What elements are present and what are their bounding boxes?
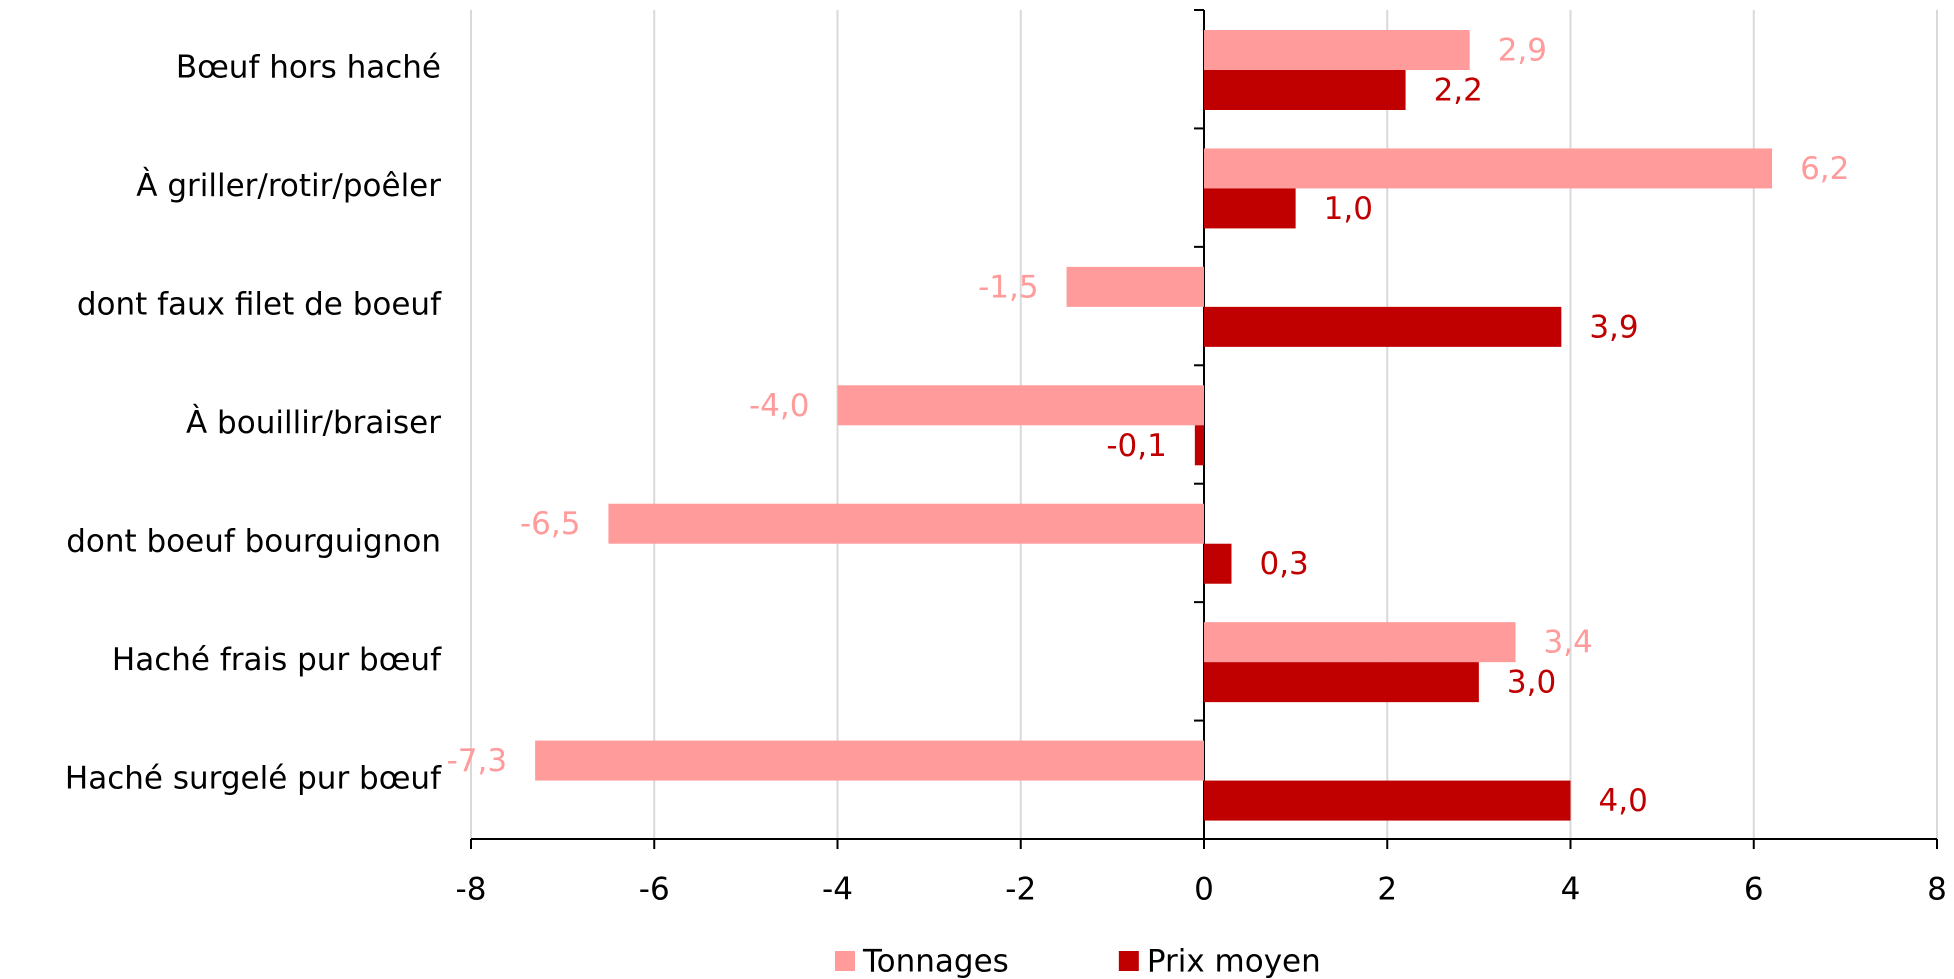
value-label: 3,9 — [1589, 309, 1638, 345]
legend-swatch — [835, 951, 855, 971]
x-tick-label: -4 — [822, 872, 853, 908]
value-label: -6,5 — [520, 506, 581, 542]
y-tick-label: Haché surgelé pur bœuf — [65, 760, 442, 796]
x-tick-label: 0 — [1194, 872, 1214, 908]
x-tick-label: -2 — [1005, 872, 1036, 908]
x-tick-label: -6 — [639, 872, 670, 908]
value-label: 1,0 — [1324, 191, 1373, 227]
y-tick-label: Haché frais pur bœuf — [112, 642, 442, 678]
bar — [1204, 188, 1296, 229]
bar — [1066, 266, 1204, 307]
legend-label: Tonnages — [862, 944, 1009, 979]
x-tick-label: -8 — [456, 872, 487, 908]
bar — [1204, 543, 1232, 584]
value-label: 4,0 — [1599, 783, 1648, 819]
value-label: 6,2 — [1800, 151, 1849, 187]
bar — [1204, 70, 1406, 110]
bar — [1204, 780, 1571, 821]
legend-label: Prix moyen — [1147, 944, 1321, 979]
bar — [1204, 148, 1773, 189]
value-label: -4,0 — [749, 388, 810, 424]
bar — [608, 503, 1204, 544]
y-tick-label: dont boeuf bourguignon — [66, 523, 441, 559]
value-label: -7,3 — [447, 743, 508, 779]
bar — [1204, 662, 1479, 703]
x-tick-label: 2 — [1377, 872, 1397, 908]
value-label: 3,0 — [1507, 665, 1556, 701]
y-tick-label: À bouillir/braiser — [186, 405, 441, 441]
y-tick-label: dont faux filet de boeuf — [77, 287, 442, 323]
bar — [837, 385, 1204, 426]
value-label: -0,1 — [1106, 428, 1167, 464]
value-label: 0,3 — [1259, 546, 1308, 582]
x-tick-label: 8 — [1927, 872, 1947, 908]
x-tick-label: 4 — [1561, 872, 1581, 908]
y-tick-label: À griller/rotir/poêler — [136, 168, 441, 204]
x-tick-label: 6 — [1744, 872, 1764, 908]
bar — [1204, 622, 1516, 663]
bar — [535, 740, 1204, 781]
bar — [1204, 306, 1562, 347]
legend-swatch — [1118, 951, 1139, 971]
y-tick-label: Bœuf hors haché — [176, 50, 441, 86]
value-label: 2,2 — [1434, 73, 1483, 109]
value-label: -1,5 — [978, 269, 1039, 305]
bar — [1204, 30, 1470, 70]
value-label: 2,9 — [1498, 33, 1547, 69]
bar — [1194, 425, 1204, 466]
value-label: 3,4 — [1544, 625, 1593, 661]
